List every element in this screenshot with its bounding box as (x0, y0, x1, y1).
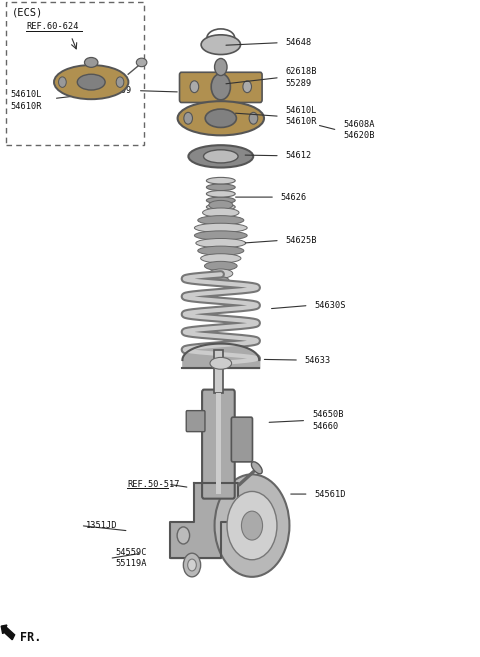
Text: 54625B: 54625B (286, 236, 317, 245)
Ellipse shape (204, 261, 237, 271)
Text: 54561D: 54561D (314, 489, 346, 499)
Text: 31109: 31109 (106, 86, 132, 95)
Ellipse shape (196, 238, 246, 248)
Circle shape (215, 474, 289, 577)
Text: 54610L
54610R: 54610L 54610R (11, 91, 42, 110)
Ellipse shape (54, 65, 129, 99)
Ellipse shape (201, 35, 240, 55)
Polygon shape (170, 483, 238, 558)
Circle shape (211, 74, 230, 100)
Ellipse shape (206, 197, 235, 204)
Ellipse shape (209, 269, 233, 278)
Text: (ECS): (ECS) (12, 7, 43, 17)
FancyBboxPatch shape (231, 417, 252, 462)
Text: 54626: 54626 (281, 193, 307, 202)
Text: REF.50-517: REF.50-517 (127, 480, 180, 489)
Circle shape (183, 553, 201, 577)
Ellipse shape (206, 191, 235, 197)
Text: 54650B
54660: 54650B 54660 (312, 411, 344, 430)
Text: REF.60-624: REF.60-624 (26, 22, 79, 31)
Text: FR.: FR. (20, 631, 42, 644)
FancyBboxPatch shape (186, 411, 205, 432)
FancyBboxPatch shape (202, 390, 235, 499)
Ellipse shape (206, 184, 235, 191)
Ellipse shape (212, 277, 229, 286)
Ellipse shape (198, 215, 244, 225)
Ellipse shape (194, 231, 247, 240)
Ellipse shape (206, 204, 235, 210)
Text: 54559C
55119A: 54559C 55119A (115, 549, 147, 568)
Circle shape (215, 58, 227, 76)
Circle shape (184, 112, 192, 124)
Ellipse shape (252, 462, 262, 474)
Ellipse shape (198, 246, 244, 256)
Text: 54648: 54648 (286, 38, 312, 47)
Text: 54630S: 54630S (314, 301, 346, 310)
Text: 54608A
54620B: 54608A 54620B (343, 120, 375, 140)
Bar (216, 393, 221, 494)
Ellipse shape (194, 223, 247, 233)
Ellipse shape (210, 357, 232, 369)
Ellipse shape (136, 58, 147, 66)
Circle shape (243, 81, 252, 93)
Bar (6, 2, 144, 145)
Ellipse shape (204, 150, 238, 163)
Ellipse shape (209, 200, 233, 210)
Text: 62618B
55289: 62618B 55289 (286, 68, 317, 87)
FancyBboxPatch shape (180, 72, 262, 102)
Circle shape (188, 559, 196, 571)
Text: 1351JD: 1351JD (86, 521, 118, 530)
Ellipse shape (203, 208, 239, 217)
Circle shape (190, 81, 199, 93)
Bar (214, 350, 223, 393)
Text: 54633: 54633 (305, 355, 331, 365)
FancyArrow shape (1, 625, 14, 640)
Text: 54612: 54612 (286, 151, 312, 160)
Circle shape (177, 527, 190, 544)
Ellipse shape (178, 101, 264, 135)
Circle shape (241, 511, 263, 540)
Text: 54610L
54610R: 54610L 54610R (286, 106, 317, 126)
Circle shape (116, 77, 124, 87)
Circle shape (227, 491, 277, 560)
Circle shape (249, 112, 258, 124)
Ellipse shape (206, 177, 235, 184)
Ellipse shape (201, 254, 241, 263)
Ellipse shape (205, 109, 236, 127)
Ellipse shape (84, 58, 98, 68)
Ellipse shape (77, 74, 105, 90)
Ellipse shape (206, 210, 235, 217)
Ellipse shape (188, 145, 253, 168)
Circle shape (59, 77, 66, 87)
